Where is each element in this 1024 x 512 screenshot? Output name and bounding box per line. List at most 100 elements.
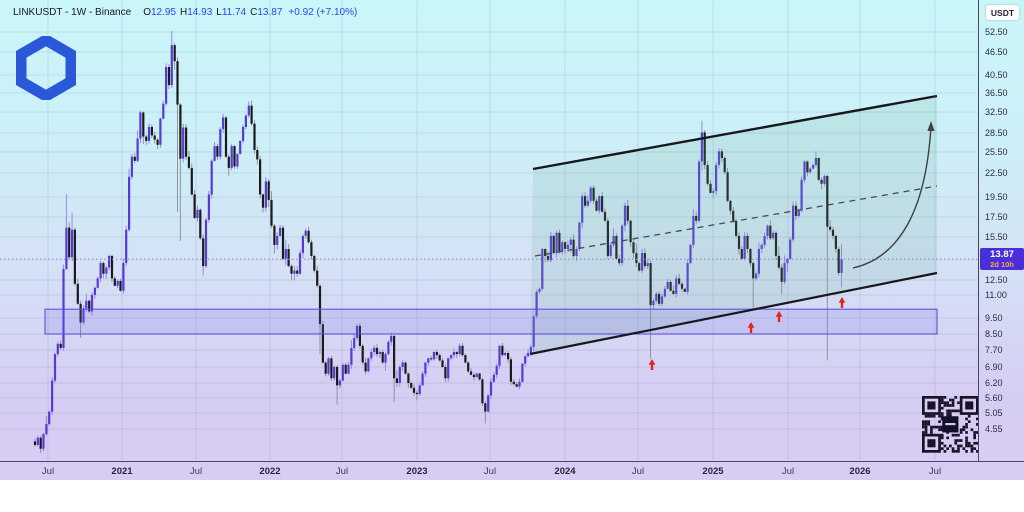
candle-body xyxy=(39,437,42,449)
candle-body xyxy=(561,242,564,252)
qr-module xyxy=(954,396,958,399)
candle-body xyxy=(165,67,168,104)
candle-body xyxy=(484,403,487,412)
candle-body xyxy=(586,200,589,206)
candle-body xyxy=(589,187,592,201)
qr-module xyxy=(951,433,955,437)
qr-module xyxy=(965,401,974,410)
candle-body xyxy=(187,156,190,168)
candle-body xyxy=(581,196,584,223)
candle-body xyxy=(410,383,413,388)
candle-body xyxy=(837,249,840,273)
candle-body xyxy=(729,200,732,211)
candle-body xyxy=(412,387,416,393)
currency-toggle-button[interactable]: USDT xyxy=(986,5,1019,20)
candle-body xyxy=(45,424,48,435)
qr-module xyxy=(957,447,960,450)
candle-body xyxy=(110,255,114,279)
grid-lines xyxy=(0,0,978,461)
candle-body xyxy=(800,179,803,211)
qr-module xyxy=(940,401,944,405)
time-axis[interactable]: Jul 2021 Jul 2022 Jul 2023 Jul 2024 Jul 2025 Jul 20… xyxy=(0,461,1024,481)
candle-body xyxy=(746,235,749,249)
qr-module xyxy=(940,406,944,410)
candle-body xyxy=(532,316,535,347)
candle-body xyxy=(495,365,498,375)
price-tick-label: 19.50 xyxy=(985,192,1008,202)
candle-body xyxy=(150,126,153,136)
qr-module xyxy=(954,409,958,413)
candle-body xyxy=(797,210,800,216)
candle-body xyxy=(709,183,712,193)
candle-body xyxy=(715,165,718,192)
candle-body xyxy=(367,358,370,372)
candle-body xyxy=(524,356,527,364)
countdown-timer: 2d 10h xyxy=(990,259,1014,269)
candle-body xyxy=(452,352,455,356)
price-axis[interactable]: USDT 13.87 2d 10h 52.50 46.50 40.50 36.50 32… xyxy=(978,0,1024,461)
price-tick-label: 8.50 xyxy=(985,329,1003,339)
candle-body xyxy=(792,205,795,240)
candle-body xyxy=(578,222,581,249)
candle-body xyxy=(635,253,638,264)
candle-body xyxy=(390,335,393,342)
candle-body xyxy=(51,380,54,412)
qr-module xyxy=(949,404,952,407)
candle-body xyxy=(487,395,490,412)
symbol-title[interactable]: LINKUSDT - 1W - Binance xyxy=(13,7,132,18)
open-value: 12.95 xyxy=(150,7,176,18)
qr-module xyxy=(946,447,949,450)
candle-body xyxy=(649,263,652,306)
candle-body xyxy=(36,437,39,445)
candle-body xyxy=(324,362,327,374)
candle-body xyxy=(298,253,302,274)
candle-body xyxy=(732,210,735,221)
qr-module xyxy=(924,425,928,429)
candle-body xyxy=(424,362,427,374)
candle-body xyxy=(812,165,815,169)
candle-body xyxy=(766,225,769,236)
candle-body xyxy=(834,235,837,249)
candle-body xyxy=(444,367,447,379)
candle-body xyxy=(601,196,604,212)
time-tick-label: Jul xyxy=(781,466,795,477)
candle-body xyxy=(507,353,510,360)
candle-body xyxy=(512,381,515,385)
candle-body xyxy=(504,353,507,356)
chainlink-logo-icon xyxy=(16,36,76,100)
candle-body xyxy=(176,61,179,105)
qr-module xyxy=(976,450,979,453)
price-tick-label: 12.50 xyxy=(985,275,1008,285)
candle-body xyxy=(652,300,655,306)
candle-body xyxy=(461,345,464,356)
candle-body xyxy=(247,105,250,116)
close-value: 13.87 xyxy=(257,7,283,18)
low-label: L xyxy=(216,7,222,18)
qr-module xyxy=(951,404,955,407)
qr-module xyxy=(927,414,931,418)
candle-body xyxy=(621,225,624,264)
candle-body xyxy=(327,358,330,374)
qr-module xyxy=(970,444,974,448)
qr-module xyxy=(949,444,952,448)
qr-module xyxy=(938,425,941,429)
price-tick-label: 32.50 xyxy=(985,107,1008,117)
candle-body xyxy=(743,235,746,259)
candle-body xyxy=(182,127,185,159)
candle-body xyxy=(279,227,282,236)
candle-body xyxy=(717,151,721,165)
chart-canvas[interactable] xyxy=(0,0,978,461)
qr-module xyxy=(943,450,947,453)
candle-body xyxy=(119,280,122,291)
candle-body xyxy=(755,273,758,279)
candle-body xyxy=(404,362,407,374)
qr-module xyxy=(959,428,963,432)
buy-signal-arrow xyxy=(747,322,755,333)
qr-module xyxy=(967,444,971,448)
qr-module xyxy=(965,417,968,421)
qr-module xyxy=(965,450,968,453)
qr-module xyxy=(959,431,963,434)
candle-body xyxy=(167,67,171,86)
qr-module xyxy=(973,436,976,440)
candle-body xyxy=(492,374,495,382)
